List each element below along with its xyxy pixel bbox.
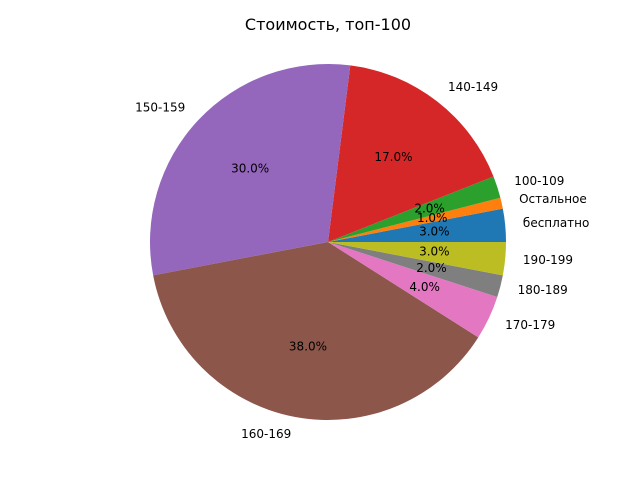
slice-label-4: 150-159: [135, 100, 185, 114]
slice-percent-0: 3.0%: [419, 224, 450, 238]
pie-slice-8: [328, 242, 506, 276]
slice-label-8: 190-199: [523, 253, 573, 267]
slice-percent-4: 30.0%: [231, 161, 269, 175]
slice-label-0: бесплатно: [523, 216, 589, 230]
slice-label-1: Остальное: [519, 192, 587, 206]
slice-label-5: 160-169: [241, 427, 291, 441]
slice-percent-1: 1.0%: [417, 211, 448, 225]
slice-percent-3: 17.0%: [374, 150, 412, 164]
slice-label-6: 170-179: [505, 318, 555, 332]
pie-slice-0: [328, 208, 506, 242]
pie-slice-7: [328, 242, 503, 298]
slice-label-2: 100-109: [514, 174, 564, 188]
slice-percent-5: 38.0%: [289, 339, 327, 353]
slice-percent-7: 2.0%: [416, 261, 447, 275]
pie-slice-4: [149, 63, 351, 276]
pie-slice-1: [328, 197, 503, 242]
slice-label-7: 180-189: [518, 283, 568, 297]
pie-labels: бесплатно 3.0% Остальное 1.0% 100-109 2.0% 140…: [135, 80, 589, 441]
slice-label-3: 140-149: [448, 80, 498, 94]
pie-slices: [149, 63, 506, 421]
slice-percent-2: 2.0%: [414, 201, 445, 215]
pie-slice-5: [153, 242, 479, 421]
slice-percent-6: 4.0%: [409, 280, 440, 294]
slice-percent-8: 3.0%: [419, 245, 450, 259]
pie-slice-2: [328, 176, 501, 242]
chart-title: Стоимость, топ-100: [245, 15, 411, 34]
pie-slice-3: [328, 65, 494, 242]
pie-slice-6: [328, 242, 498, 338]
